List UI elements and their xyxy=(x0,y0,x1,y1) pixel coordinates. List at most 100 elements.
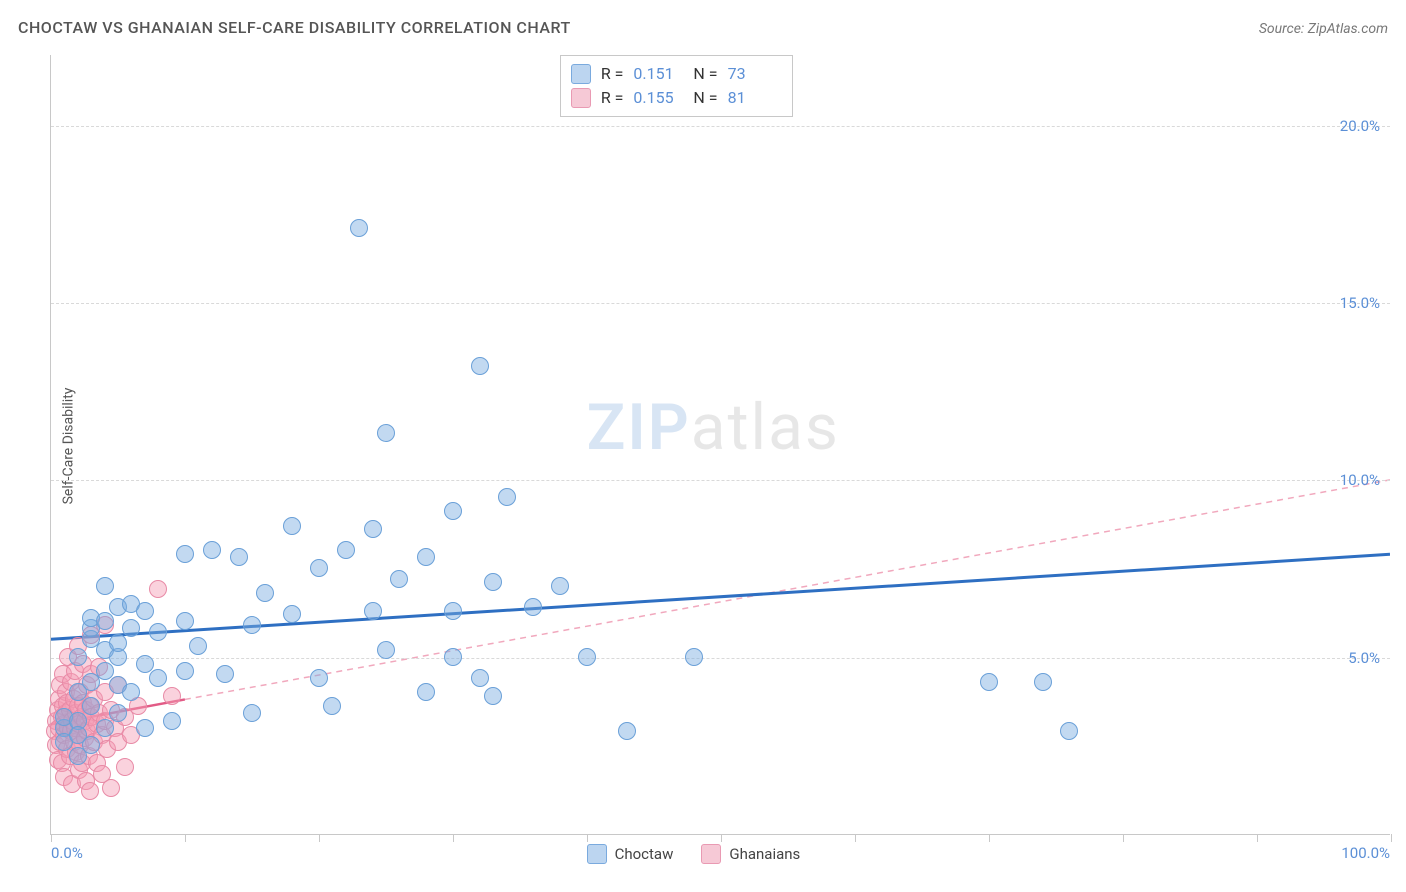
data-point xyxy=(498,488,516,506)
data-point xyxy=(1060,722,1078,740)
x-tick xyxy=(721,834,722,842)
data-point xyxy=(243,704,261,722)
data-point xyxy=(230,548,248,566)
x-tick xyxy=(185,834,186,842)
data-point xyxy=(417,683,435,701)
swatch-choctaw xyxy=(571,64,591,84)
x-tick xyxy=(453,834,454,842)
x-tick xyxy=(1123,834,1124,842)
data-point xyxy=(96,577,114,595)
y-tick-label: 20.0% xyxy=(1340,117,1380,135)
data-point xyxy=(163,687,181,705)
n-value-ghanaians: 81 xyxy=(728,86,778,110)
data-point xyxy=(390,570,408,588)
legend-swatch-choctaw xyxy=(587,844,607,864)
data-point xyxy=(350,219,368,237)
chart-title: CHOCTAW VS GHANAIAN SELF-CARE DISABILITY… xyxy=(18,18,571,37)
data-point xyxy=(471,357,489,375)
data-point xyxy=(444,502,462,520)
data-point xyxy=(136,719,154,737)
data-point xyxy=(337,541,355,559)
data-point xyxy=(149,580,167,598)
data-point xyxy=(283,517,301,535)
data-point xyxy=(176,662,194,680)
plot-area: ZIPatlas R = 0.151 N = 73 R = 0.155 N = … xyxy=(50,55,1390,835)
data-point xyxy=(685,648,703,666)
data-point xyxy=(109,634,127,652)
series-legend: Choctaw Ghanaians xyxy=(587,844,801,864)
stats-row-choctaw: R = 0.151 N = 73 xyxy=(571,62,778,86)
data-point xyxy=(310,559,328,577)
data-point xyxy=(149,623,167,641)
data-point xyxy=(444,602,462,620)
data-point xyxy=(122,619,140,637)
y-tick-label: 10.0% xyxy=(1340,471,1380,489)
data-point xyxy=(364,602,382,620)
data-point xyxy=(243,616,261,634)
gridline xyxy=(51,658,1390,659)
data-point xyxy=(310,669,328,687)
stats-legend-box: R = 0.151 N = 73 R = 0.155 N = 81 xyxy=(560,55,793,117)
legend-label-ghanaians: Ghanaians xyxy=(729,845,800,863)
x-tick xyxy=(1257,834,1258,842)
y-tick-label: 15.0% xyxy=(1340,294,1380,312)
data-point xyxy=(149,669,167,687)
swatch-ghanaians xyxy=(571,88,591,108)
data-point xyxy=(176,612,194,630)
data-point xyxy=(980,673,998,691)
x-tick xyxy=(989,834,990,842)
data-point xyxy=(102,779,120,797)
data-point xyxy=(551,577,569,595)
legend-item-choctaw: Choctaw xyxy=(587,844,674,864)
x-tick xyxy=(587,834,588,842)
gridline xyxy=(51,126,1390,127)
data-point xyxy=(484,573,502,591)
r-value-choctaw: 0.151 xyxy=(633,62,683,86)
data-point xyxy=(444,648,462,666)
data-point xyxy=(136,602,154,620)
x-tick xyxy=(319,834,320,842)
data-point xyxy=(524,598,542,616)
x-tick xyxy=(855,834,856,842)
data-point xyxy=(81,782,99,800)
data-point xyxy=(618,722,636,740)
data-point xyxy=(109,704,127,722)
data-point xyxy=(122,683,140,701)
data-point xyxy=(203,541,221,559)
data-point xyxy=(69,648,87,666)
data-point xyxy=(82,736,100,754)
data-point xyxy=(176,545,194,563)
data-point xyxy=(216,665,234,683)
data-point xyxy=(96,662,114,680)
x-tick xyxy=(51,834,52,842)
data-point xyxy=(96,612,114,630)
legend-swatch-ghanaians xyxy=(701,844,721,864)
legend-label-choctaw: Choctaw xyxy=(615,845,674,863)
data-point xyxy=(96,719,114,737)
x-tick-label: 0.0% xyxy=(51,844,83,862)
data-point xyxy=(163,712,181,730)
x-tick xyxy=(1391,834,1392,842)
x-tick-label: 100.0% xyxy=(1341,844,1390,862)
y-tick-label: 5.0% xyxy=(1348,649,1380,667)
data-point xyxy=(417,548,435,566)
data-point xyxy=(484,687,502,705)
data-point xyxy=(136,655,154,673)
gridline xyxy=(51,480,1390,481)
n-value-choctaw: 73 xyxy=(728,62,778,86)
data-point xyxy=(323,697,341,715)
data-point xyxy=(82,697,100,715)
data-point xyxy=(377,641,395,659)
data-point xyxy=(377,424,395,442)
data-point xyxy=(578,648,596,666)
data-point xyxy=(364,520,382,538)
source-attribution: Source: ZipAtlas.com xyxy=(1259,21,1388,37)
legend-item-ghanaians: Ghanaians xyxy=(701,844,800,864)
gridline xyxy=(51,303,1390,304)
r-value-ghanaians: 0.155 xyxy=(633,86,683,110)
watermark: ZIPatlas xyxy=(587,390,840,465)
data-point xyxy=(1034,673,1052,691)
data-point xyxy=(116,758,134,776)
data-point xyxy=(256,584,274,602)
data-point xyxy=(471,669,489,687)
